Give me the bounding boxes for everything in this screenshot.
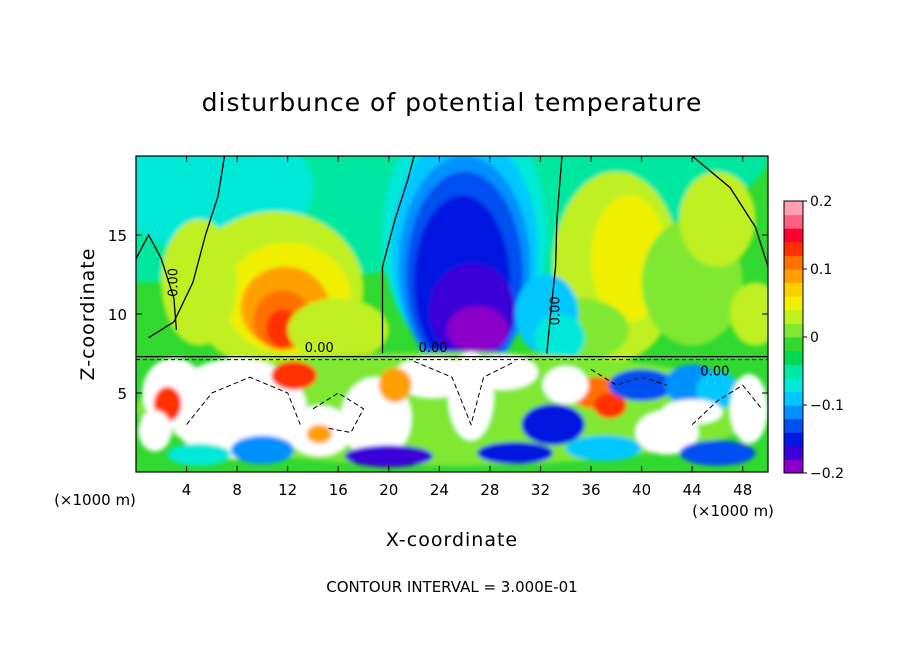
colorbar-tick-label: 0 [810, 330, 819, 346]
colorbar-swatch [784, 309, 803, 324]
field-blob [161, 219, 238, 346]
x-tick-label: 28 [480, 481, 499, 499]
field-blob [661, 399, 723, 425]
negative-contour [186, 376, 301, 425]
x-tick-label: 16 [329, 481, 348, 499]
zero-contour [691, 156, 768, 267]
x-unit-label-right: (×1000 m) [692, 502, 774, 520]
colorbar-swatch [784, 214, 803, 229]
colorbar-swatch [784, 418, 803, 433]
x-tick-label: 24 [430, 481, 449, 499]
field-blob [477, 441, 554, 465]
contour-label: 0.00 [305, 341, 334, 356]
x-tick-label: 40 [632, 481, 651, 499]
y-axis-label: Z-coordinate [77, 248, 99, 381]
colorbar-swatch [784, 377, 803, 392]
zero-contour [546, 156, 563, 354]
field-blob [730, 374, 768, 444]
x-tick-label: 12 [278, 481, 297, 499]
colorbar-swatch [784, 391, 803, 406]
x-tick-label: 44 [683, 481, 702, 499]
negative-contour [312, 392, 365, 434]
field-blob [730, 282, 768, 346]
colorbar-swatch [784, 459, 803, 474]
colorbar-swatch [784, 201, 803, 216]
field-blob [138, 410, 172, 452]
colorbar-swatch [784, 350, 803, 365]
contour-label: 0.00 [700, 365, 729, 380]
field-blob [230, 435, 294, 465]
colorbar-tick-label: −0.2 [810, 466, 844, 482]
y-tick-label: 15 [108, 227, 127, 245]
field-blob [446, 306, 508, 354]
field-blob [593, 393, 627, 419]
negative-contour [413, 360, 516, 427]
field-blob [306, 424, 332, 444]
zero-contour [136, 233, 178, 330]
zero-contour [381, 156, 415, 354]
field-blob [344, 445, 434, 468]
colorbar-swatch [784, 323, 803, 338]
colorbar-swatch [784, 337, 803, 352]
field-blob [271, 361, 317, 390]
contour-interval-note: CONTOUR INTERVAL = 3.000E-01 [326, 578, 577, 596]
colorbar-tick-label: 0.1 [810, 262, 832, 278]
colorbar-swatch [784, 241, 803, 256]
colorbar-swatch [784, 364, 803, 379]
contour-label: 0.00 [167, 268, 182, 297]
field-blob [695, 370, 739, 409]
contour-label: 0.00 [419, 341, 448, 356]
colorbar-swatch [784, 296, 803, 311]
colorbar-swatch [784, 282, 803, 297]
y-tick-label: 5 [117, 385, 127, 403]
field-blob [287, 298, 389, 362]
chart-title: disturbunce of potential temperature [202, 88, 703, 117]
x-tick-label: 8 [232, 481, 242, 499]
colorbar-swatch [784, 445, 803, 460]
negative-contour [590, 368, 668, 386]
x-tick-label: 20 [379, 481, 398, 499]
field-blob [521, 404, 585, 446]
field-blob [378, 367, 412, 403]
zero-contour [148, 156, 226, 339]
x-axis-label: X-coordinate [386, 529, 518, 551]
negative-contour [691, 384, 763, 425]
field-blob [679, 171, 756, 267]
field-blob [565, 435, 642, 461]
x-tick-label: 36 [581, 481, 600, 499]
field-blob [543, 366, 589, 405]
y-tick-label: 10 [108, 306, 127, 324]
colorbar-swatch [784, 228, 803, 243]
field-blob [679, 440, 756, 466]
field-blob [467, 355, 538, 390]
plot-area: 0.00 0.00 0.00 0.00 0.00 [136, 156, 768, 472]
x-tick-label: 32 [531, 481, 550, 499]
x-tick-label: 4 [182, 481, 192, 499]
colorbar-tick-label: −0.1 [810, 398, 844, 414]
field-blobs [136, 156, 768, 468]
colorbar-tick-label: 0.2 [810, 194, 832, 210]
x-unit-label-left: (×1000 m) [54, 491, 136, 509]
colorbar-swatch [784, 405, 803, 420]
y-axis: 5 10 15 [108, 227, 768, 403]
colorbar-swatch [784, 432, 803, 447]
colorbar-swatch [784, 255, 803, 270]
colorbar-swatch [784, 269, 803, 284]
colorbar: −0.2 −0.1 0 0.1 0.2 [783, 194, 844, 482]
field-blob [608, 369, 675, 401]
x-tick-label: 48 [733, 481, 752, 499]
contour-label: 0.00 [548, 296, 563, 325]
field-blob [167, 443, 231, 466]
x-axis: 4 8 12 16 20 24 28 32 36 40 44 48 [182, 156, 752, 499]
